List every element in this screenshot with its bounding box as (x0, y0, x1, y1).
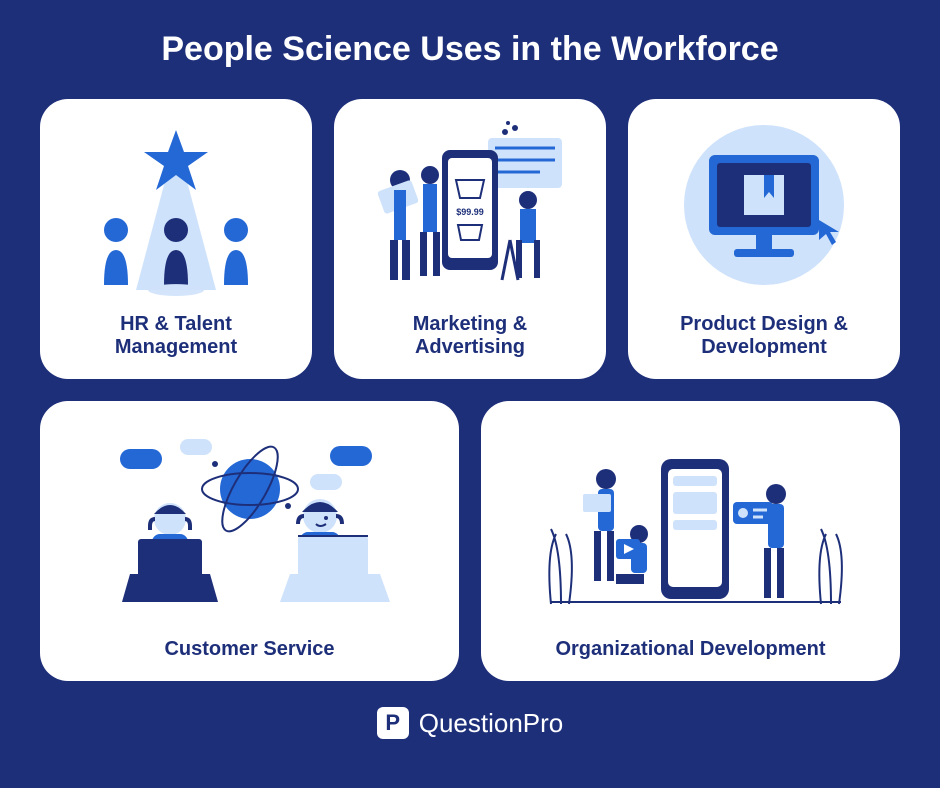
card-organizational-dev: Organizational Development (481, 401, 900, 681)
card-label: Product Design & Development (680, 313, 848, 359)
card-hr-talent: HR & Talent Management (40, 99, 312, 379)
org-dev-illustration (501, 421, 880, 626)
card-product-design: Product Design & Development (628, 99, 900, 379)
footer-brand-name: QuestionPro (419, 708, 564, 739)
footer-logo-icon: P (377, 707, 409, 739)
product-illustration (648, 119, 880, 301)
talent-illustration (60, 119, 292, 301)
cards-row-top: HR & Talent Management $99.99 (40, 99, 900, 379)
infographic-page: People Science Uses in the Workforce (0, 0, 940, 788)
card-label: Marketing & Advertising (413, 313, 527, 359)
card-marketing: $99.99 (334, 99, 606, 379)
page-title: People Science Uses in the Workforce (161, 30, 778, 69)
card-label: Organizational Development (555, 638, 825, 661)
footer-branding: P QuestionPro (377, 707, 564, 739)
cards-row-bottom: Customer Service (40, 401, 900, 681)
footer-logo-letter: P (385, 710, 400, 736)
svg-text:$99.99: $99.99 (456, 207, 484, 217)
card-customer-service: Customer Service (40, 401, 459, 681)
card-label: Customer Service (164, 638, 334, 661)
customer-service-illustration (60, 421, 439, 626)
marketing-illustration: $99.99 (354, 119, 586, 301)
card-label: HR & Talent Management (115, 313, 237, 359)
